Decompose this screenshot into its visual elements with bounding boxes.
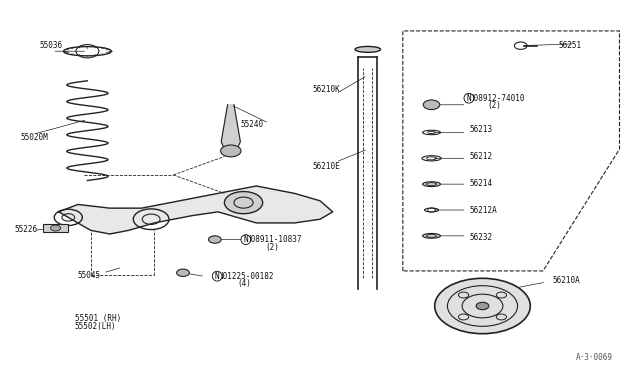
Text: 56232: 56232 bbox=[470, 232, 493, 241]
Text: 56210K: 56210K bbox=[312, 85, 340, 94]
Text: N01225-00182: N01225-00182 bbox=[218, 272, 273, 281]
Text: 55036: 55036 bbox=[40, 41, 63, 49]
Bar bbox=[43, 224, 68, 232]
Ellipse shape bbox=[422, 234, 440, 238]
Text: 55045: 55045 bbox=[78, 271, 101, 280]
Text: 56214: 56214 bbox=[470, 179, 493, 188]
Text: N: N bbox=[244, 235, 248, 244]
Circle shape bbox=[221, 145, 241, 157]
Text: 55240: 55240 bbox=[241, 120, 264, 129]
Text: 56212: 56212 bbox=[470, 153, 493, 161]
Text: (2): (2) bbox=[266, 243, 280, 252]
Text: 55501 (RH): 55501 (RH) bbox=[75, 314, 121, 323]
Circle shape bbox=[225, 192, 262, 214]
Circle shape bbox=[476, 302, 489, 310]
Circle shape bbox=[209, 236, 221, 243]
Text: 56210A: 56210A bbox=[552, 276, 580, 285]
Text: (4): (4) bbox=[237, 279, 251, 288]
Text: 55020M: 55020M bbox=[20, 133, 48, 142]
Circle shape bbox=[423, 100, 440, 110]
Polygon shape bbox=[59, 186, 333, 234]
Text: N: N bbox=[215, 272, 220, 281]
Text: 55502(LH): 55502(LH) bbox=[75, 322, 116, 331]
Circle shape bbox=[177, 269, 189, 276]
Text: N08912-74010: N08912-74010 bbox=[470, 94, 525, 103]
Ellipse shape bbox=[355, 46, 381, 52]
Ellipse shape bbox=[422, 182, 440, 186]
Text: N08911-10837: N08911-10837 bbox=[246, 235, 302, 244]
Text: 56212A: 56212A bbox=[470, 206, 497, 215]
Circle shape bbox=[435, 278, 531, 334]
Text: N: N bbox=[467, 94, 471, 103]
Polygon shape bbox=[221, 105, 241, 157]
Text: A·3·0069: A·3·0069 bbox=[576, 353, 613, 362]
Circle shape bbox=[51, 225, 61, 231]
Text: (2): (2) bbox=[487, 102, 501, 110]
Text: 56210E: 56210E bbox=[312, 163, 340, 171]
Text: 55226: 55226 bbox=[14, 225, 37, 234]
Text: 56213: 56213 bbox=[470, 125, 493, 134]
Text: 56251: 56251 bbox=[559, 41, 582, 49]
